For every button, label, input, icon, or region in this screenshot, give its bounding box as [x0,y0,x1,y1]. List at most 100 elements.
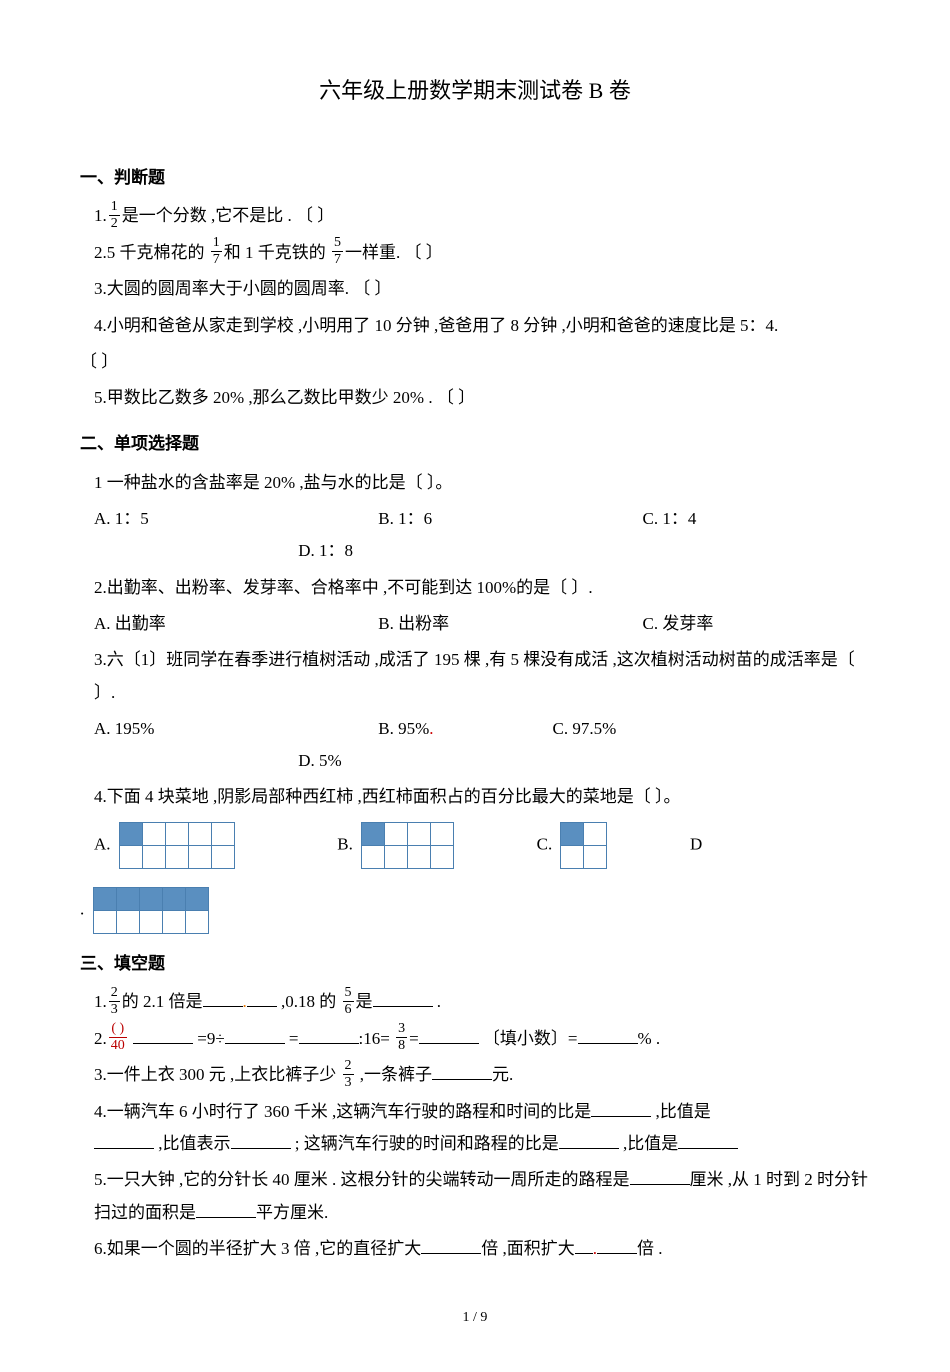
text: ; 这辆汽车行驶的时间和路程的比是 [291,1134,559,1153]
text: 3.一件上衣 300 元 ,上衣比裤子少 [94,1065,341,1084]
fraction: 17 [211,236,222,267]
blank [597,1236,637,1254]
s2-q2-options: A. 出勤率 B. 出粉率 C. 发芽率 [94,608,870,640]
numerator: 3 [396,1022,407,1038]
s3-q1: 1.23的 2.1 倍是. ,0.18 的 56是 . [80,986,870,1019]
text: ,比值是 [619,1134,679,1153]
blank [591,1099,651,1117]
fraction: 57 [332,236,343,267]
text: 〔填小数〕= [479,1029,578,1048]
text: 倍 . [637,1239,663,1258]
option-b: B. 1：6 [378,503,638,535]
denominator: 8 [396,1038,407,1053]
fraction: 12 [109,200,120,231]
s2-q1: 1 一种盐水的含盐率是 20% ,盐与水的比是〔 〕。 [80,467,870,499]
text: 6.如果一个圆的半径扩大 3 倍 ,它的直径扩大 [94,1239,421,1258]
blank [432,1062,492,1080]
s2-q1-options: A. 1：5 B. 1：6 C. 1：4 D. 1：8 [94,503,870,568]
numerator: 2 [343,1059,354,1075]
blank [419,1026,479,1044]
s1-q3: 3.大圆的圆周率大于小圆的圆周率. 〔 〕 [80,273,870,305]
text: 1. [94,992,107,1011]
option-a: A. 出勤率 [94,608,374,640]
numerator: 5 [332,236,343,252]
s1-q2: 2.5 千克棉花的 17和 1 千克铁的 57一样重. 〔 〕 [80,237,870,270]
fraction: 23 [343,1059,354,1090]
blank [578,1026,638,1044]
option-b: B. 出粉率 [378,608,638,640]
text: ,一条裤子 [356,1065,433,1084]
text: = [409,1029,419,1048]
grid-c [560,822,607,869]
text: 平方厘米. [256,1203,328,1222]
denominator: 40 [109,1038,127,1053]
option-a: A. 1：5 [94,503,374,535]
text: 1. [94,206,107,225]
text: 元. [492,1065,513,1084]
numerator: ( ) [109,1022,127,1038]
option-d-dot: . [80,899,84,918]
blank [203,989,243,1007]
text: 倍 ,面积扩大 [481,1239,575,1258]
blank [225,1026,285,1044]
fraction: 23 [109,986,120,1017]
blank [421,1236,481,1254]
blank [678,1131,738,1149]
s3-q5: 5.一只大钟 ,它的分针长 40 厘米 . 这根分针的尖端转动一周所走的路程是厘… [80,1164,870,1229]
s1-q4-bracket: 〔 〕 [80,346,870,378]
text: = [285,1029,299,1048]
section-2-heading: 二、单项选择题 [80,428,870,460]
fraction-red: ( )40 [109,1022,127,1053]
option-c: C. 97.5% [553,713,617,745]
s1-q5: 5.甲数比乙数多 20% ,那么乙数比甲数少 20% . 〔 〕 [80,382,870,414]
s2-q4-row2: . [80,887,870,934]
text: ,比值表示 [154,1134,231,1153]
blank [630,1167,690,1185]
text: . [433,992,442,1011]
text: 4.一辆汽车 6 小时行了 360 千米 ,这辆汽车行驶的路程和时间的比是 [94,1102,591,1121]
numerator: 1 [109,200,120,216]
text: 是 [356,992,373,1011]
s2-q3: 3.六〔1〕班同学在春季进行植树活动 ,成活了 195 棵 ,有 5 棵没有成活… [80,644,870,709]
text: :16= [359,1029,395,1048]
option-c: C. 发芽率 [643,608,714,640]
numerator: 1 [211,236,222,252]
option-b: B. 95%. [378,713,548,745]
option-d-label: D [690,834,702,853]
s1-q1: 1.12是一个分数 ,它不是比 . 〔 〕 [80,200,870,233]
text: % . [638,1029,661,1048]
text: 是一个分数 ,它不是比 . 〔 〕 [122,206,335,225]
option-c: C. 1：4 [643,503,697,535]
denominator: 7 [332,252,343,267]
text: 2. [94,1029,107,1048]
blank [133,1026,193,1044]
numerator: 2 [109,986,120,1002]
text: =9÷ [193,1029,225,1048]
s3-q3: 3.一件上衣 300 元 ,上衣比裤子少 23 ,一条裤子 元. [80,1059,870,1092]
text: 和 1 千克铁的 [224,243,330,262]
page-title: 六年级上册数学期末测试卷 B 卷 [80,70,870,112]
blank [231,1131,291,1149]
option-d: D. 1：8 [298,535,353,567]
grid-b [361,822,454,869]
section-3-heading: 三、填空题 [80,948,870,980]
fraction: 56 [343,986,354,1017]
grid-d [93,887,209,934]
denominator: 3 [109,1002,120,1017]
page-footer: 1 / 9 [80,1305,870,1332]
blank [559,1131,619,1149]
denominator: 2 [109,216,120,231]
s1-q4: 4.小明和爸爸从家走到学校 ,小明用了 10 分钟 ,爸爸用了 8 分钟 ,小明… [80,310,870,342]
option-a: A. 195% [94,713,374,745]
grid-a [119,822,235,869]
option-d: D. 5% [298,745,341,777]
blank [196,1200,256,1218]
denominator: 3 [343,1075,354,1090]
numerator: 5 [343,986,354,1002]
s2-q3-options: A. 195% B. 95%. C. 97.5% D. 5% [94,713,870,778]
denominator: 7 [211,252,222,267]
red-dot: . [429,713,435,745]
text: 2.5 千克棉花的 [94,243,209,262]
s2-q4: 4.下面 4 块菜地 ,阴影局部种西红柿 ,西红柿面积占的百分比最大的菜地是〔 … [80,781,870,813]
s3-q4: 4.一辆汽车 6 小时行了 360 千米 ,这辆汽车行驶的路程和时间的比是 ,比… [80,1096,870,1161]
